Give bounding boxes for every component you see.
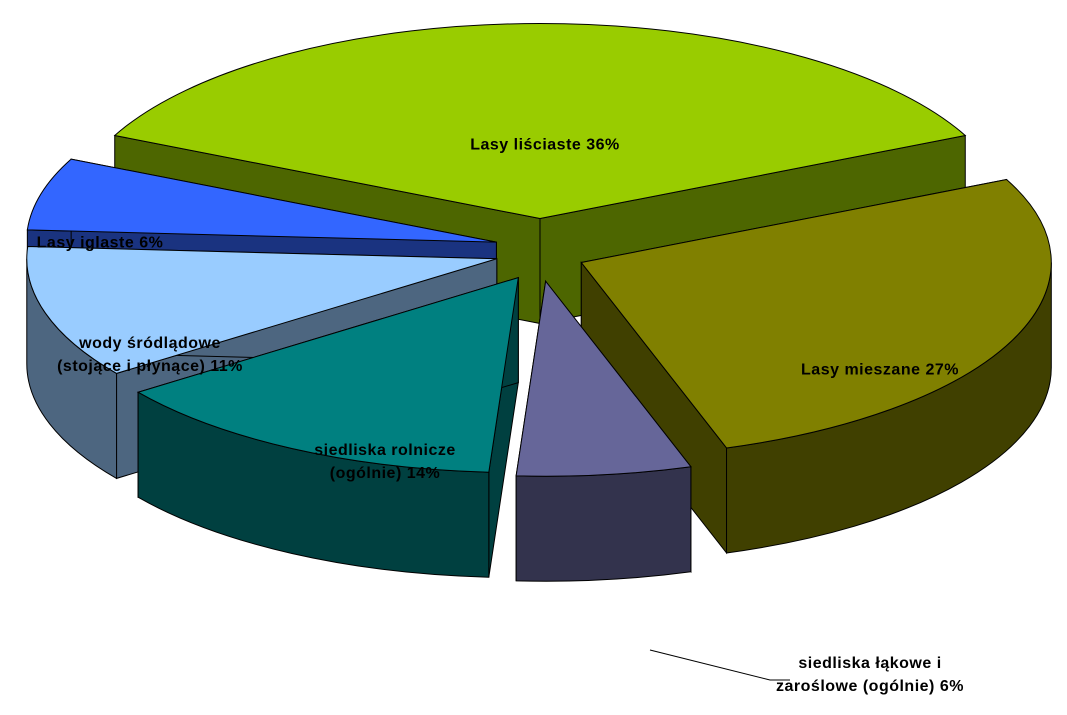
category-name: siedliska rolnicze (ogólnie) <box>314 442 456 482</box>
category-name: Lasy mieszane <box>801 361 921 379</box>
slice <box>515 279 692 582</box>
slice-wall <box>515 466 692 582</box>
slice <box>136 276 519 578</box>
slice-top <box>113 23 967 220</box>
value-label: 14% <box>406 465 441 482</box>
value-label: 6% <box>939 678 964 695</box>
slice-label: siedliska łąkowe i zaroślowe (ogólnie) 6… <box>755 652 985 698</box>
value-label: 6% <box>139 234 164 252</box>
category-name: wody śródlądowe (stojące i płynące) <box>57 335 221 375</box>
slice <box>580 178 1052 555</box>
slice-top <box>136 276 519 473</box>
slice-label: Lasy mieszane 27% <box>750 359 1010 382</box>
slice-top <box>26 246 497 374</box>
value-label: 27% <box>925 361 959 379</box>
category-name: siedliska łąkowe i zaroślowe (ogólnie) <box>776 655 942 695</box>
slice-label: Lasy liściaste 36% <box>415 134 675 157</box>
leader-line <box>649 649 790 681</box>
category-name: Lasy iglaste <box>36 234 135 252</box>
slice-label: wody śródlądowe (stojące i płynące) 11% <box>45 332 255 378</box>
slice-top <box>580 178 1052 449</box>
slice-top <box>515 280 692 477</box>
slice-top <box>26 158 497 243</box>
slice-label: siedliska rolnicze (ogólnie) 14% <box>285 439 485 485</box>
slice-label: Lasy iglaste 6% <box>0 232 200 255</box>
category-name: Lasy liściaste <box>470 136 582 154</box>
value-label: 11% <box>210 358 243 375</box>
value-label: 36% <box>586 136 620 154</box>
